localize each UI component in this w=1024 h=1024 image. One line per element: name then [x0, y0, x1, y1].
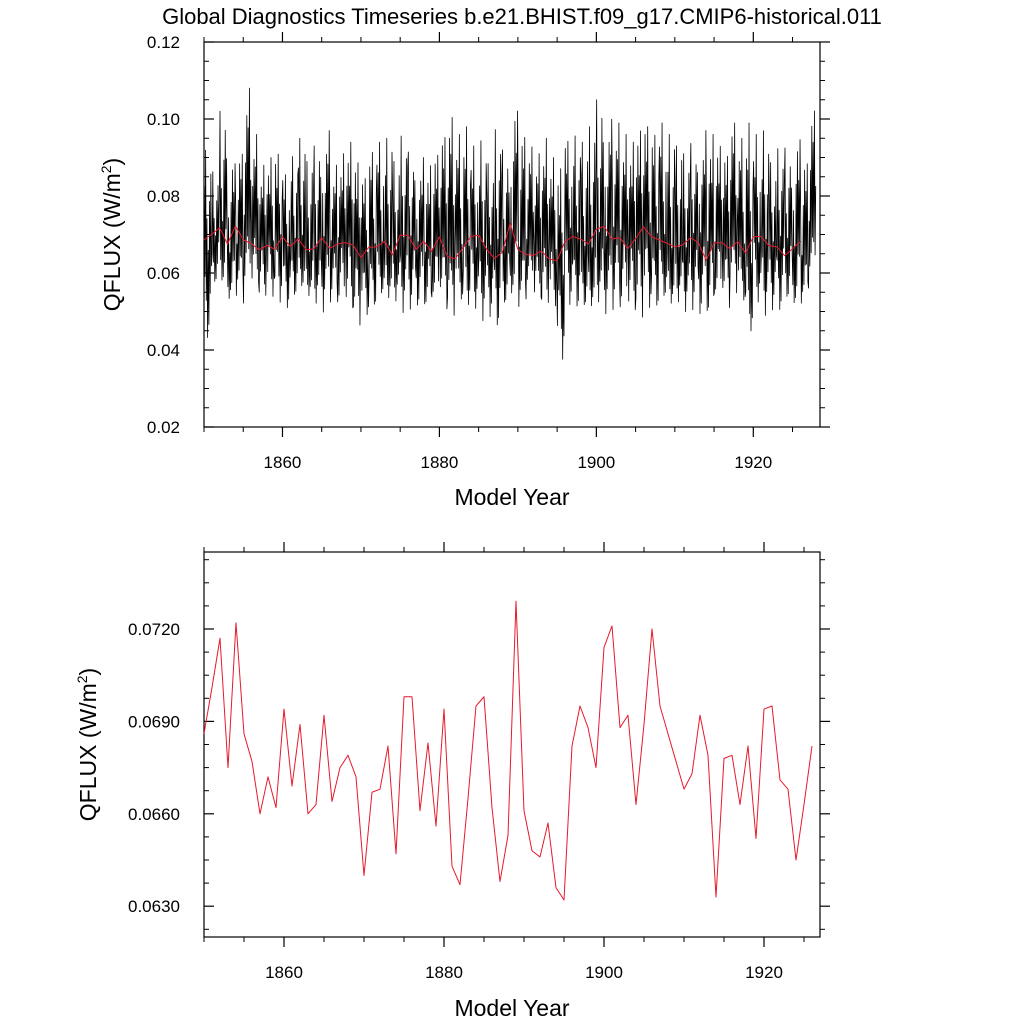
top-chart-y-tick-label: 0.10	[147, 110, 180, 129]
top-chart-annual-series-line	[203, 222, 801, 262]
bottom-chart: 1860 1880 1900 1920 0.0630 0.0660 0.0690 0.0720…	[74, 542, 830, 1021]
top-chart-x-tick-label: 1880	[420, 453, 458, 472]
bottom-chart-y-axis-title-main: QFLUX (W/m	[75, 683, 101, 821]
bottom-chart-y-tick-label: 0.0660	[128, 805, 180, 824]
top-chart-y-tick-label: 0.08	[147, 187, 180, 206]
bottom-chart-y-axis-title: QFLUX (W/m2)	[74, 668, 101, 821]
bottom-chart-y-tick-label: 0.0720	[128, 620, 180, 639]
bottom-chart-x-tick-label: 1860	[265, 963, 303, 982]
top-chart-y-tick-label: 0.02	[147, 418, 180, 437]
top-chart-y-tick-label: 0.12	[147, 33, 180, 52]
bottom-chart-y-tick-label: 0.0630	[128, 897, 180, 916]
bottom-chart-x-axis-title: Model Year	[454, 995, 569, 1021]
figure-title: Global Diagnostics Timeseries b.e21.BHIS…	[162, 4, 882, 29]
top-chart-y-axis-title: QFLUX (W/m2)	[98, 158, 125, 311]
bottom-chart-x-tick-label: 1880	[425, 963, 463, 982]
top-chart-y-tick-label: 0.04	[147, 341, 180, 360]
top-chart-monthly-series-line	[203, 87, 817, 360]
bottom-chart-y-axis-title-tail: )	[75, 668, 101, 676]
top-chart-y-axis-title-main: QFLUX (W/m	[99, 173, 125, 311]
bottom-chart-y-tick-label: 0.0690	[128, 712, 180, 731]
top-chart-x-tick-label: 1920	[734, 453, 772, 472]
top-chart-x-tick-label: 1900	[577, 453, 615, 472]
top-chart-y-tick-label: 0.06	[147, 264, 180, 283]
bottom-chart-frame	[203, 551, 821, 938]
top-chart-y-axis-title-tail: )	[99, 158, 125, 166]
bottom-chart-y-axis-title-sup: 2	[74, 675, 90, 683]
bottom-chart-x-tick-label: 1900	[585, 963, 623, 982]
bottom-chart-annual-series-line	[203, 600, 813, 901]
top-chart-x-tick-label: 1860	[264, 453, 302, 472]
top-chart-y-axis-title-sup: 2	[98, 165, 114, 173]
top-chart: 1860 1880 1900 1920 0.02 0.04 0.06 0.08 0.10 0.12…	[98, 32, 830, 510]
top-chart-x-axis-title: Model Year	[454, 484, 569, 510]
bottom-chart-x-tick-label: 1920	[745, 963, 783, 982]
